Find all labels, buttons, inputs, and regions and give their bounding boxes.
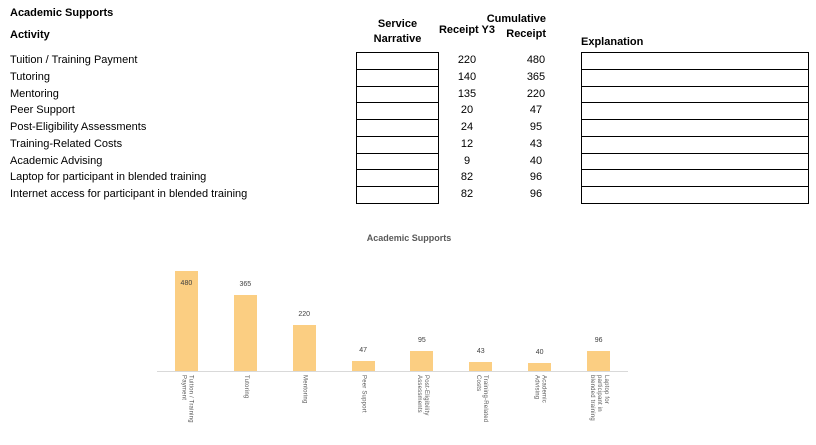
service-narrative-cell[interactable]	[356, 68, 439, 87]
chart-title: Academic Supports	[366, 233, 452, 243]
receipt-y3-value: 82	[460, 171, 474, 184]
activity-label: Peer Support	[10, 104, 75, 117]
bar	[469, 362, 493, 371]
cumulative-receipt-value: 95	[529, 121, 543, 134]
category-label: Tuition / Training Payment	[180, 375, 194, 423]
bar-value-label: 47	[359, 347, 367, 354]
cumulative-receipt-value: 43	[529, 137, 543, 150]
bar-value-label: 95	[417, 337, 426, 344]
cumulative-receipt-column-header: Cumulative Receipt	[486, 13, 546, 40]
explanation-cell[interactable]	[581, 186, 809, 204]
explanation-cell[interactable]	[581, 135, 809, 154]
activity-label: Laptop for participant in blended traini…	[10, 171, 207, 184]
category-label: Laptop for participant in blended traini…	[589, 375, 610, 421]
activity-label: Tuition / Training Payment	[10, 54, 138, 66]
activity-column-header: Activity	[10, 29, 50, 41]
service-narrative-cell[interactable]	[356, 102, 439, 121]
activity-label: Tutoring	[10, 70, 50, 83]
bar-value-label: 40	[535, 349, 544, 356]
bar	[410, 351, 434, 371]
service-narrative-column-header: Service Narrative	[373, 18, 422, 45]
receipt-y3-value: 9	[463, 154, 471, 167]
bar-value-label: 480	[180, 280, 193, 287]
receipt-y3-value: 12	[460, 137, 474, 150]
explanation-cell[interactable]	[581, 85, 809, 104]
receipt-y3-column-header: Receipt Y3	[438, 24, 496, 36]
receipt-y3-value: 140	[457, 70, 477, 83]
activity-label: Training-Related Costs	[10, 137, 123, 150]
receipt-y3-value: 135	[457, 87, 477, 100]
service-narrative-cell[interactable]	[356, 186, 439, 204]
receipt-y3-value: 220	[457, 54, 477, 66]
x-axis-line	[157, 371, 628, 372]
category-label: Academic Advising	[533, 375, 547, 403]
service-narrative-cell[interactable]	[356, 135, 439, 154]
bar	[528, 363, 552, 371]
bar	[351, 361, 375, 371]
category-label: Tutoring	[242, 375, 249, 399]
receipt-y3-value: 82	[460, 188, 474, 201]
explanation-cell[interactable]	[581, 119, 809, 137]
receipt-y3-value: 20	[460, 104, 474, 117]
explanation-cell[interactable]	[581, 152, 809, 171]
activity-label: Mentoring	[10, 87, 59, 100]
bar-value-label: 96	[594, 337, 603, 344]
service-narrative-cell[interactable]	[356, 85, 439, 104]
explanation-cell[interactable]	[581, 169, 809, 188]
bar-value-label: 220	[298, 311, 311, 318]
activity-label: Academic Advising	[10, 154, 103, 167]
category-label: Post-Eligibility Assessments	[415, 375, 429, 416]
bar	[587, 351, 611, 371]
service-narrative-cell[interactable]	[356, 52, 439, 70]
explanation-column-header: Explanation	[581, 36, 644, 48]
cumulative-receipt-value: 220	[526, 87, 546, 100]
bar	[292, 325, 316, 371]
cumulative-receipt-value: 96	[529, 171, 543, 184]
service-narrative-cell[interactable]	[356, 169, 439, 188]
explanation-cell[interactable]	[581, 102, 809, 121]
cumulative-receipt-value: 480	[526, 54, 546, 66]
activity-label: Post-Eligibility Assessments	[10, 121, 147, 134]
cumulative-receipt-value: 40	[529, 154, 543, 167]
bar	[174, 271, 198, 371]
explanation-cell[interactable]	[581, 68, 809, 87]
category-label: Mentoring	[301, 375, 308, 404]
cumulative-receipt-value: 365	[526, 70, 546, 83]
cumulative-receipt-value: 47	[529, 104, 543, 117]
receipt-y3-value: 24	[460, 121, 474, 134]
service-narrative-cell[interactable]	[356, 119, 439, 137]
category-label: Training-Related Costs	[474, 375, 488, 423]
bar-chart: Academic Supports 480 Tuition / Training …	[0, 225, 816, 445]
service-narrative-cell[interactable]	[356, 152, 439, 171]
bar-value-label: 365	[239, 281, 252, 288]
activity-label: Internet access for participant in blend…	[10, 188, 248, 201]
explanation-cell[interactable]	[581, 52, 809, 70]
sheet-title: Academic Supports	[10, 7, 114, 19]
bar	[233, 295, 257, 371]
bar-value-label: 43	[476, 348, 485, 355]
cumulative-receipt-value: 96	[529, 188, 543, 201]
category-label: Peer Support	[360, 375, 367, 413]
